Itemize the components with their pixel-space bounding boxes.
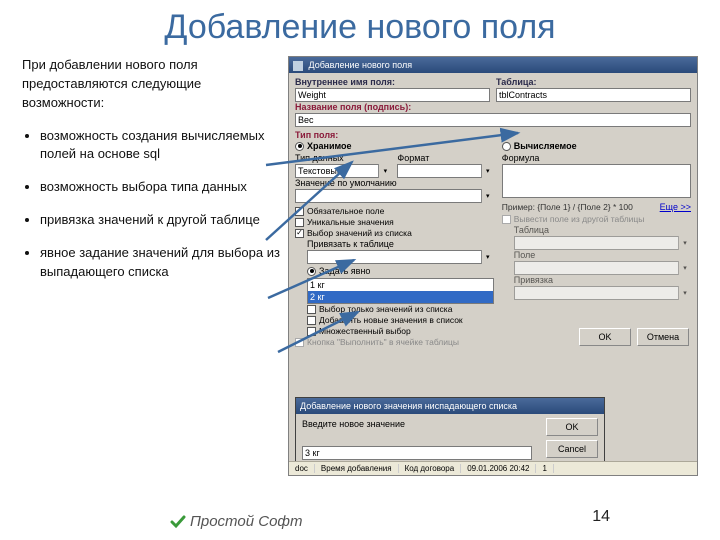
table-label: Таблица: <box>496 77 691 87</box>
radio-calculated[interactable]: Вычисляемое <box>502 141 577 151</box>
list-item[interactable]: 1 кг <box>308 279 493 291</box>
checkbox-icon <box>307 327 316 336</box>
more-link[interactable]: Еще >> <box>660 202 691 212</box>
default-input[interactable] <box>295 189 494 203</box>
chk-required[interactable]: Обязательное поле <box>295 206 494 216</box>
intro-paragraph: При добавлении нового поля предоставляют… <box>22 56 280 113</box>
chk-multi[interactable]: Множественный выбор <box>307 326 494 336</box>
checkbox-icon <box>295 218 304 227</box>
dialog-screenshot: Добавление нового поля Внутреннее имя по… <box>288 56 698 476</box>
list-item: возможность создания вычисляемых полей н… <box>40 127 280 165</box>
table-input[interactable] <box>496 88 691 102</box>
chk-from-other-table: Вывести поле из другой таблицы <box>502 214 691 224</box>
radio-dot-icon <box>502 142 511 151</box>
default-label: Значение по умолчанию <box>295 178 494 188</box>
page-number: 14 <box>592 508 610 526</box>
grid-cell: 09.01.2006 20:42 <box>461 464 536 473</box>
grid-cell: Код договора <box>399 464 462 473</box>
format-select[interactable] <box>397 164 493 178</box>
bind2-label: Привязка <box>514 275 691 285</box>
bind-table-label: Привязать к таблице <box>307 239 494 249</box>
grid-cell: Время добавления <box>315 464 399 473</box>
chevron-down-icon[interactable]: ▾ <box>378 164 391 178</box>
internal-name-input[interactable] <box>295 88 490 102</box>
chevron-down-icon[interactable]: ▾ <box>481 250 494 264</box>
left-text-column: При добавлении нового поля предоставляют… <box>22 56 280 296</box>
formula-input[interactable] <box>502 164 691 198</box>
internal-name-label: Внутреннее имя поля: <box>295 77 490 87</box>
chevron-down-icon[interactable]: ▾ <box>481 164 494 178</box>
caption-input[interactable] <box>295 113 691 127</box>
list-item[interactable]: 2 кг <box>308 291 493 303</box>
chk-unique[interactable]: Уникальные значения <box>295 217 494 227</box>
table2-select <box>514 236 691 250</box>
chevron-down-icon: ▾ <box>678 286 691 300</box>
radio-explicit[interactable]: Задать явно <box>307 266 370 276</box>
grid-cell: 1 <box>536 464 553 473</box>
format-label: Формат <box>397 153 493 163</box>
list-item: явное задание значений для выбора из вып… <box>40 244 280 282</box>
footer-text: Простой Софт <box>190 513 302 530</box>
chk-only-list[interactable]: Выбор только значений из списка <box>307 304 494 314</box>
list-item: привязка значений к другой таблице <box>40 211 280 230</box>
app-icon <box>293 61 303 71</box>
checkmark-icon <box>170 514 186 530</box>
caption-label: Название поля (подпись): <box>295 102 691 112</box>
table2-label: Таблица <box>514 225 691 235</box>
dialog-titlebar: Добавление нового поля <box>289 57 697 73</box>
type-label: Тип поля: <box>295 130 691 140</box>
chk-exec-button: Кнопка "Выполнить" в ячейке таблицы <box>295 337 494 347</box>
radio-dot-icon <box>307 267 316 276</box>
checkbox-icon <box>295 229 304 238</box>
field2-label: Поле <box>514 250 691 260</box>
sub-dialog-titlebar: Добавление нового значения ниспадающего … <box>296 398 604 414</box>
formula-example: Пример: {Поле 1} / {Поле 2} * 100 <box>502 202 633 212</box>
radio-dot-icon <box>295 142 304 151</box>
list-item: возможность выбора типа данных <box>40 178 280 197</box>
checkbox-icon <box>307 316 316 325</box>
radio-stored[interactable]: Хранимое <box>295 141 352 151</box>
bind-table-select[interactable] <box>307 250 494 264</box>
footer-logo: Простой Софт <box>170 513 302 530</box>
chevron-down-icon[interactable]: ▾ <box>481 189 494 203</box>
slide-title: Добавление нового поля <box>0 0 720 51</box>
grid-footer: doc Время добавления Код договора 09.01.… <box>289 461 697 475</box>
explicit-values-list[interactable]: 1 кг 2 кг <box>307 278 494 304</box>
checkbox-icon <box>295 338 304 347</box>
cancel-button[interactable]: Отмена <box>637 328 689 346</box>
chk-fromlist[interactable]: Выбор значений из списка <box>295 228 494 238</box>
sub-dialog: Добавление нового значения ниспадающего … <box>295 397 605 469</box>
dialog-title: Добавление нового поля <box>309 60 413 70</box>
sub-cancel-button[interactable]: Cancel <box>546 440 598 458</box>
datatype-select[interactable] <box>295 164 391 178</box>
chevron-down-icon: ▾ <box>678 261 691 275</box>
ok-button[interactable]: OK <box>579 328 631 346</box>
sub-value-input[interactable] <box>302 446 532 460</box>
chk-add-new[interactable]: Добавлять новые значения в список <box>307 315 494 325</box>
grid-cell: doc <box>289 464 315 473</box>
sub-dialog-title: Добавление нового значения ниспадающего … <box>300 401 517 411</box>
field2-select <box>514 261 691 275</box>
datatype-label: Тип данных <box>295 153 391 163</box>
checkbox-icon <box>307 305 316 314</box>
bind2-select <box>514 286 691 300</box>
chevron-down-icon: ▾ <box>678 236 691 250</box>
formula-label: Формула <box>502 153 691 163</box>
checkbox-icon <box>502 215 511 224</box>
feature-list: возможность создания вычисляемых полей н… <box>22 127 280 282</box>
checkbox-icon <box>295 207 304 216</box>
sub-ok-button[interactable]: OK <box>546 418 598 436</box>
